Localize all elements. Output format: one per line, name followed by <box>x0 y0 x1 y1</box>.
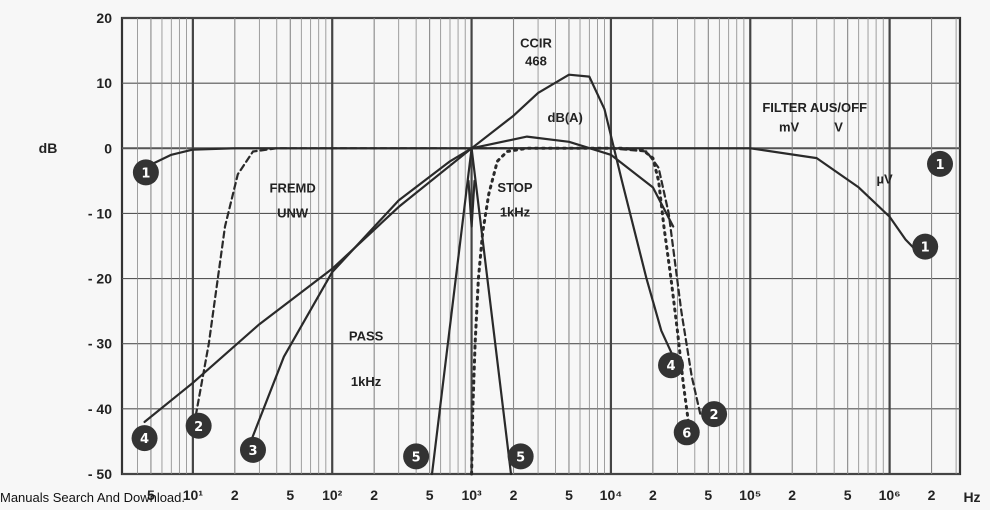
series-marker-2: 2 <box>701 401 728 428</box>
series-line-pass-1khz-left <box>430 147 473 476</box>
x-tick-label: 10³ <box>461 487 482 503</box>
series-marker-4: 4 <box>131 425 158 452</box>
chart-labels: 20 10 0 - 10 - 20 - 30 - 40 - 50 5 10¹ 2 5 10² 2 5 10³ 2… <box>39 10 981 505</box>
y-axis-label: dB <box>39 140 58 156</box>
x-tick-label: 2 <box>231 487 239 503</box>
footer-text: Manuals Search And Download. <box>0 490 186 505</box>
y-tick-label: - 30 <box>88 336 112 352</box>
series-marker-4: 4 <box>658 352 685 379</box>
chart-annotation: FREMD <box>270 181 316 196</box>
chart-annotation: STOP <box>497 180 532 195</box>
series-group <box>143 73 920 476</box>
chart-annotation: 468 <box>525 54 547 69</box>
marker-circle <box>185 412 212 439</box>
series-marker-5: 5 <box>403 443 430 470</box>
chart-annotation: UNW <box>277 205 309 220</box>
marker-label: 1 <box>935 158 944 173</box>
marker-label: 4 <box>667 359 676 374</box>
series-line-filter-off <box>149 147 920 254</box>
series-marker-1: 1 <box>132 159 159 186</box>
x-tick-label: 5 <box>844 487 852 503</box>
marker-circle <box>131 425 158 452</box>
series-marker-5: 5 <box>507 443 534 470</box>
marker-circle <box>239 436 266 463</box>
chart-annotation: µV <box>876 171 892 186</box>
y-tick-label: 0 <box>104 140 112 156</box>
series-line-pass-1khz-right <box>470 147 513 476</box>
marker-label: 4 <box>140 432 149 447</box>
series-line-stop-1khz <box>470 146 690 476</box>
x-tick-label: 5 <box>426 487 434 503</box>
grid <box>120 16 962 476</box>
chart-annotation: 1kHz <box>500 205 531 220</box>
series-marker-1: 1 <box>927 150 954 177</box>
x-tick-label: 5 <box>704 487 712 503</box>
marker-label: 1 <box>921 241 930 256</box>
marker-label: 5 <box>412 450 421 465</box>
marker-circle <box>912 233 939 260</box>
x-tick-label: 10⁵ <box>739 487 761 503</box>
x-tick-label: 2 <box>370 487 378 503</box>
marker-circle <box>507 443 534 470</box>
x-tick-label: 5 <box>147 487 155 503</box>
marker-circle <box>927 150 954 177</box>
marker-label: 2 <box>710 408 719 423</box>
series-line-ccir-468 <box>143 73 675 423</box>
y-tick-label: - 20 <box>88 271 112 287</box>
x-tick-label: 5 <box>286 487 294 503</box>
chart-annotation: CCIR <box>520 35 552 50</box>
x-tick-label: 10¹ <box>183 487 204 503</box>
marker-label: 6 <box>682 426 691 441</box>
marker-circle <box>701 401 728 428</box>
marker-circle <box>403 443 430 470</box>
marker-label: 2 <box>194 420 203 435</box>
marker-label: 1 <box>141 166 150 181</box>
x-tick-label: 10² <box>322 487 343 503</box>
x-tick-label: 2 <box>788 487 796 503</box>
marker-circle <box>673 419 700 446</box>
series-marker-3: 3 <box>239 436 266 463</box>
marker-circle <box>132 159 159 186</box>
x-tick-label: 2 <box>928 487 936 503</box>
x-tick-label: 10⁴ <box>600 487 623 503</box>
x-tick-label: 5 <box>565 487 573 503</box>
marker-circle <box>658 352 685 379</box>
series-line-stop-notch <box>467 179 476 228</box>
series-marker-1: 1 <box>912 233 939 260</box>
series-marker-6: 6 <box>673 419 700 446</box>
x-tick-label: 10⁶ <box>879 487 901 503</box>
x-tick-label: 2 <box>510 487 518 503</box>
chart-annotation: dB(A) <box>548 110 583 125</box>
chart-annotation: PASS <box>349 328 384 343</box>
x-axis-unit: Hz <box>963 489 980 505</box>
chart-annotation: FILTER AUS/OFF <box>762 100 867 115</box>
chart-annotation: V <box>834 119 843 134</box>
y-tick-label: - 40 <box>88 401 112 417</box>
y-tick-label: - 50 <box>88 466 112 482</box>
y-tick-label: 20 <box>96 10 112 26</box>
chart-annotation: mV <box>779 119 800 134</box>
y-tick-label: - 10 <box>88 205 112 221</box>
chart-annotation: 1kHz <box>351 374 382 389</box>
marker-label: 5 <box>516 450 525 465</box>
x-tick-label: 2 <box>649 487 657 503</box>
marker-label: 3 <box>248 444 257 459</box>
y-tick-label: 10 <box>96 75 112 91</box>
series-badges: 1 1 1 2 2 3 4 4 5 5 6 <box>131 150 954 470</box>
series-marker-2: 2 <box>185 412 212 439</box>
